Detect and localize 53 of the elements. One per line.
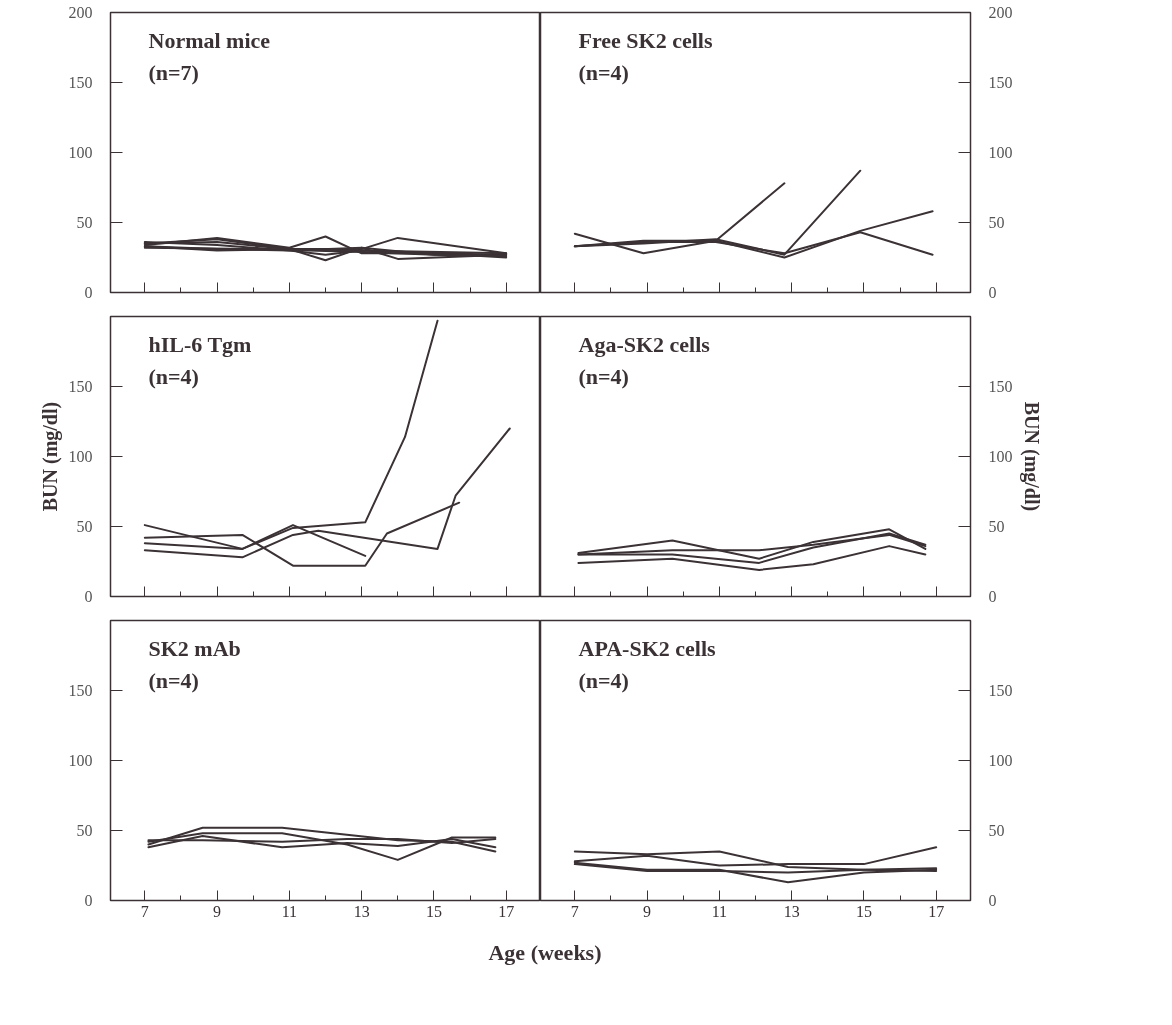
y-tick-label: 150 [68,378,93,395]
text: Normal mice [148,27,271,53]
y-tick-label: 0 [84,892,93,909]
x-tick-label: 13 [353,902,370,920]
x-tick-label: 11 [711,902,728,920]
y-tick-label: 50 [76,822,93,839]
y-tick-label: 100 [68,448,93,465]
y-tick-label: 100 [68,752,93,769]
y-axis-title: BUN (mg/dl) [38,401,62,512]
text: (n=7) [148,59,199,85]
y-axis-title: BUN (mg/dl) [1019,401,1043,512]
y-tick-label: 50 [76,518,93,535]
text: (n=4) [578,59,629,85]
y-tick-label: 200 [988,4,1013,21]
text: Free SK2 cells [578,27,713,53]
y-tick-label: 0 [988,892,997,909]
y-tick-label: 100 [68,144,93,161]
y-tick-label: 50 [988,822,1005,839]
text: hIL-6 Tgm [148,331,252,357]
x-tick-label: 15 [855,902,872,920]
y-tick-label: 150 [988,378,1013,395]
y-tick-label: 150 [988,682,1013,699]
x-axis-title: Age (weeks) [488,939,602,967]
y-tick-label: 50 [988,214,1005,231]
x-tick-label: 17 [928,902,945,920]
text: SK2 mAb [148,635,241,661]
text: APA-SK2 cells [578,635,717,661]
y-tick-label: 0 [84,588,93,605]
x-tick-label: 13 [783,902,800,920]
y-tick-label: 100 [988,144,1013,161]
y-tick-label: 100 [988,448,1013,465]
y-tick-label: 50 [988,518,1005,535]
x-tick-label: 9 [213,902,222,920]
text: (n=4) [148,363,199,389]
text: (n=4) [148,667,199,693]
text: (n=4) [578,363,629,389]
y-tick-label: 200 [68,4,93,21]
x-tick-label: 7 [570,902,579,920]
x-tick-label: 15 [425,902,442,920]
x-tick-label: 17 [498,902,515,920]
y-tick-label: 100 [988,752,1013,769]
x-tick-label: 11 [281,902,298,920]
y-tick-label: 150 [68,682,93,699]
y-tick-label: 50 [76,214,93,231]
text: Aga-SK2 cells [578,331,711,357]
y-tick-label: 0 [988,284,997,301]
x-tick-label: 9 [643,902,652,920]
y-tick-label: 0 [84,284,93,301]
y-tick-label: 0 [988,588,997,605]
y-tick-label: 150 [68,74,93,91]
y-tick-label: 150 [988,74,1013,91]
x-tick-label: 7 [140,902,149,920]
text: (n=4) [578,667,629,693]
